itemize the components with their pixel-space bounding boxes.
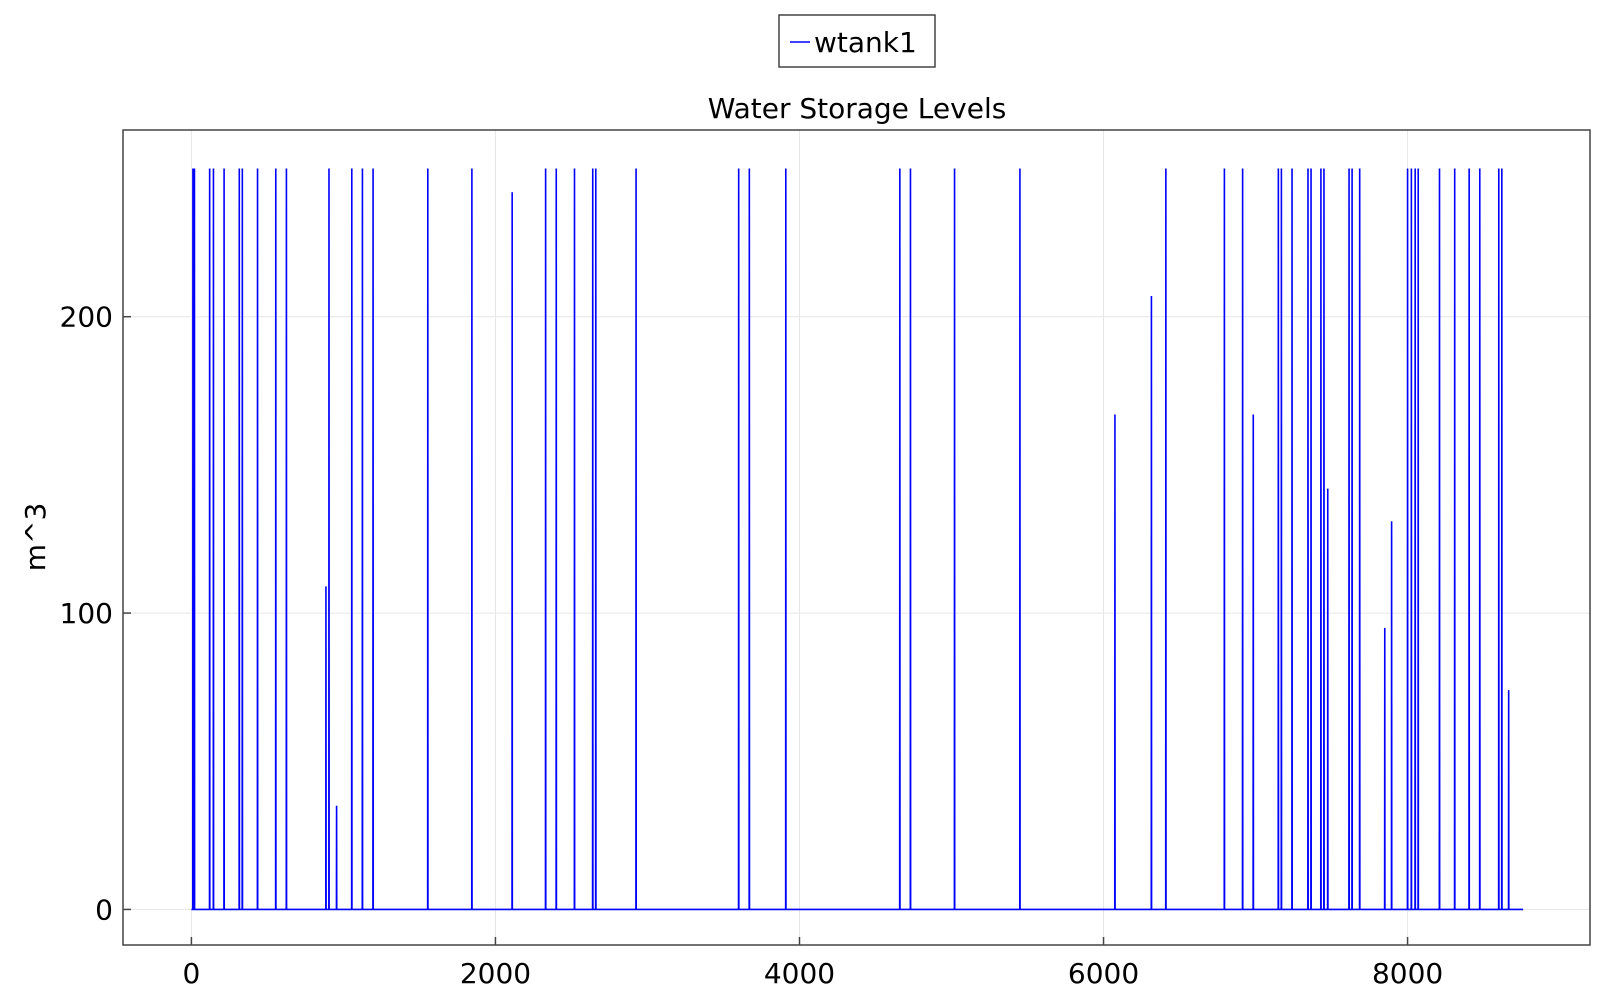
x-tick-label: 2000 bbox=[460, 957, 531, 990]
x-tick-label: 4000 bbox=[764, 957, 835, 990]
x-tick-label: 8000 bbox=[1372, 957, 1443, 990]
x-axis: 0 2000 4000 6000 8000 bbox=[182, 937, 1443, 990]
plot-frame bbox=[122, 129, 1591, 946]
plot-area bbox=[191, 168, 1524, 911]
y-tick-label: 200 bbox=[60, 301, 113, 334]
y-axis: 0 100 200 bbox=[60, 301, 131, 926]
series-line-wtank1 bbox=[191, 168, 1524, 911]
legend-box bbox=[778, 14, 936, 68]
y-tick-label: 100 bbox=[60, 597, 113, 630]
chart-title: Water Storage Levels bbox=[708, 92, 1007, 125]
legend: wtank1 bbox=[778, 14, 936, 68]
x-tick-label: 6000 bbox=[1068, 957, 1139, 990]
legend-label-wtank1: wtank1 bbox=[814, 26, 917, 59]
y-axis-label: m^3 bbox=[19, 503, 52, 572]
x-tick-label: 0 bbox=[182, 957, 200, 990]
y-tick-label: 0 bbox=[95, 893, 113, 926]
